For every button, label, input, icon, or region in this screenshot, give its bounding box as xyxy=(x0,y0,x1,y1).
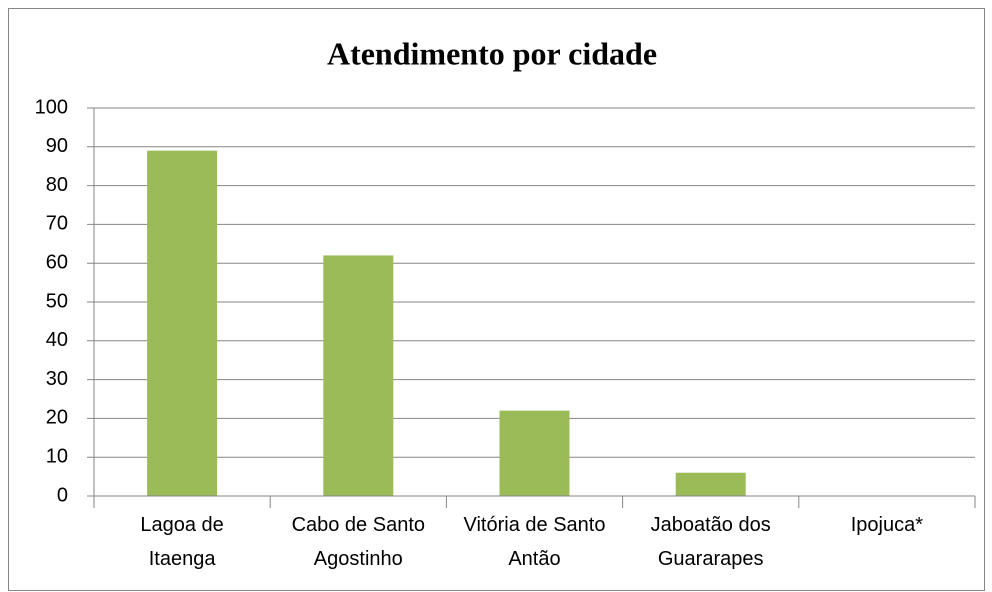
y-tick-label: 10 xyxy=(46,445,68,467)
y-tick-label: 0 xyxy=(57,484,68,506)
x-tick-label: Jaboatão dos Guararapes xyxy=(650,514,771,570)
y-tick-label: 70 xyxy=(46,213,68,235)
y-tick-label: 80 xyxy=(46,174,68,196)
bar xyxy=(147,150,218,496)
chart-border xyxy=(8,8,985,591)
y-tick-label: 90 xyxy=(46,135,68,157)
bar xyxy=(499,410,570,496)
x-tick-label: Vitória de Santo Antão xyxy=(463,514,606,570)
bar xyxy=(323,255,394,496)
x-tick-label: Lagoa de Itaenga xyxy=(140,514,224,570)
y-tick-label: 50 xyxy=(46,290,68,312)
bar xyxy=(675,472,746,496)
y-tick-label: 20 xyxy=(46,407,68,429)
y-tick-label: 30 xyxy=(46,368,68,390)
y-tick-label: 100 xyxy=(35,96,68,118)
x-tick-label: Ipojuca* xyxy=(850,514,924,536)
y-tick-label: 60 xyxy=(46,251,68,273)
x-tick-label: Cabo de Santo Agostinho xyxy=(291,514,425,570)
y-tick-label: 40 xyxy=(46,329,68,351)
chart-title: Atendimento por cidade xyxy=(327,35,657,71)
